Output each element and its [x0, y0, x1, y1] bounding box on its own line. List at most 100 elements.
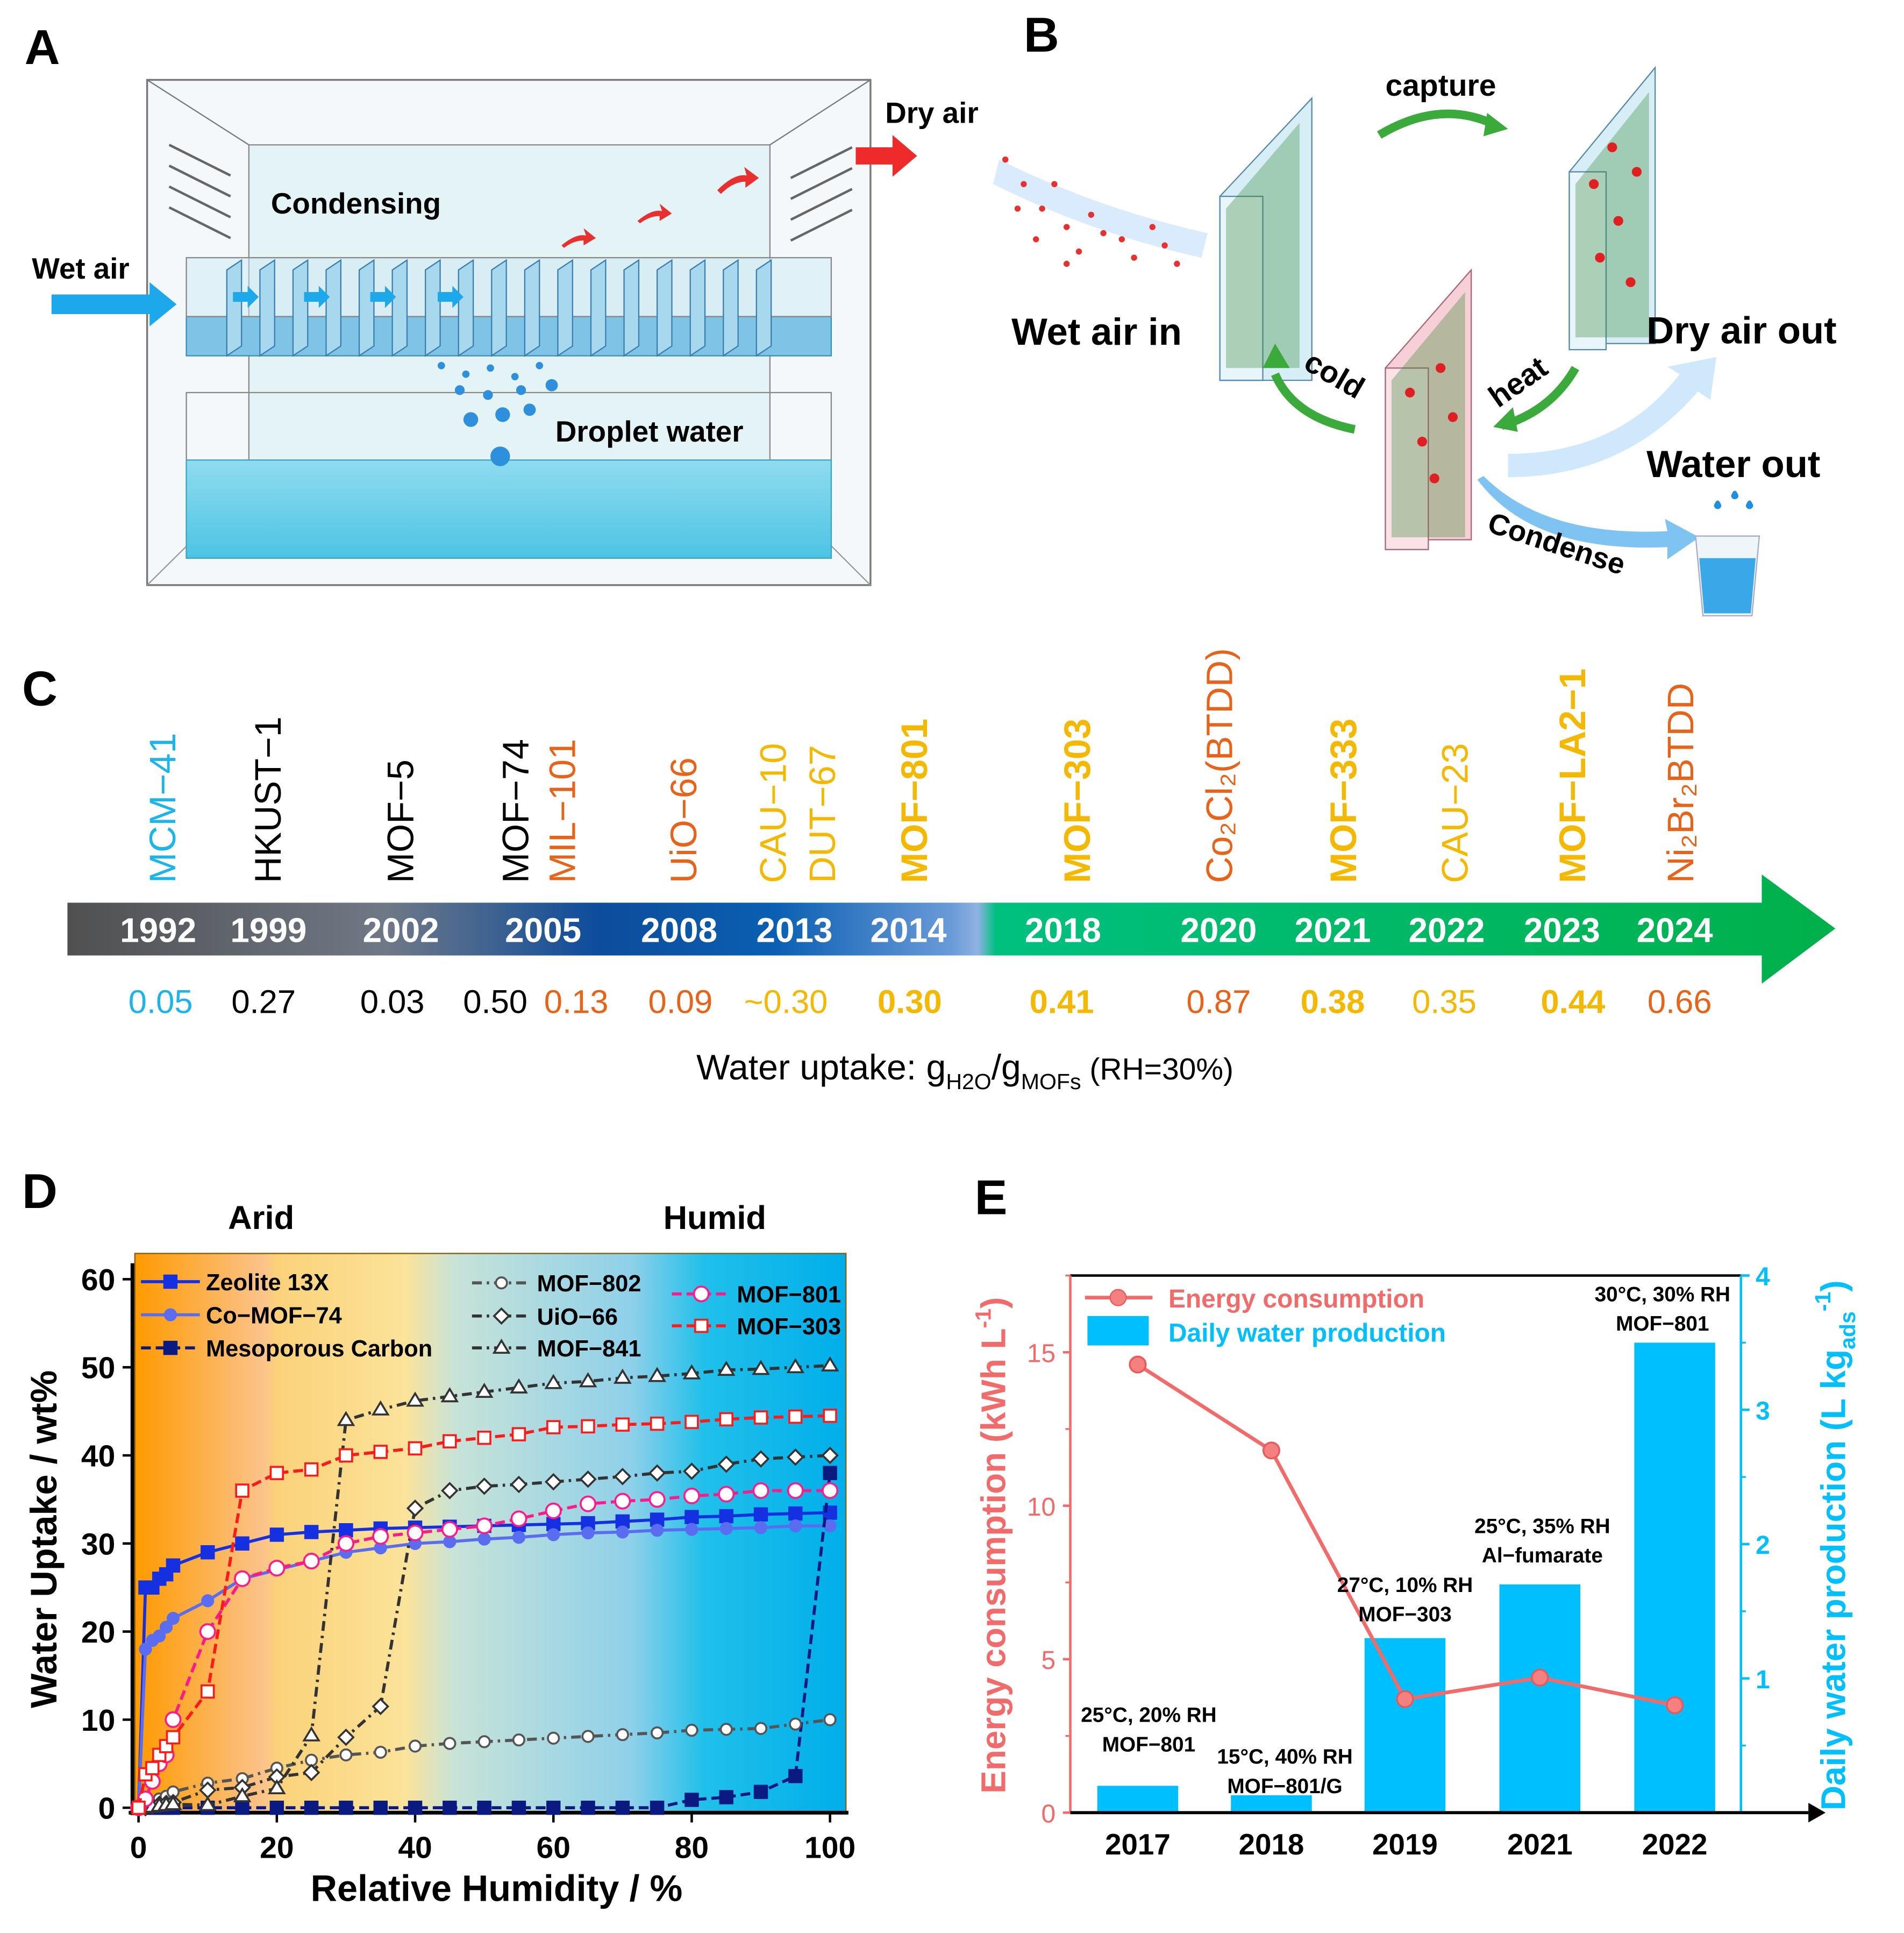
- timeline: 1992 MCM−41 0.05 1999 HKUST−1 0.27 2002 MOF−5 0.…: [67, 648, 1836, 1094]
- water-uptake-value: 0.44: [1541, 984, 1605, 1021]
- x-tick-label: 2022: [1642, 1828, 1708, 1861]
- data-point: [304, 1462, 319, 1477]
- material-name: HKUST−1: [248, 716, 289, 883]
- data-point: [648, 1464, 666, 1482]
- data-point: [303, 1553, 320, 1570]
- data-point: [823, 1466, 837, 1480]
- material-name: Co₂Cl₂(BTDD): [1200, 648, 1240, 883]
- data-point: [269, 1466, 284, 1480]
- e-ylabel-left: Energy consumption (kWh L-1): [971, 1297, 1012, 1794]
- data-point: [788, 1506, 803, 1521]
- data-point: [163, 1308, 177, 1321]
- energy-point: [1262, 1441, 1280, 1460]
- legend-swatch: [1087, 1316, 1149, 1346]
- data-point: [544, 1374, 563, 1389]
- timeline-year: 2023: [1524, 911, 1600, 949]
- material-name: MCM−41: [142, 733, 183, 883]
- data-point: [512, 1733, 526, 1747]
- material-name: DUT−67: [802, 745, 843, 883]
- data-point: [163, 1274, 178, 1289]
- water-uptake-value: 0.09: [648, 984, 713, 1021]
- data-point: [302, 1764, 320, 1781]
- y-right-tick-label: 3: [1756, 1397, 1770, 1425]
- data-point: [440, 1387, 459, 1403]
- material-name: Ni₂Br₂BTDD: [1660, 683, 1701, 883]
- data-point: [615, 1800, 630, 1815]
- water-uptake-value: ~0.30: [744, 984, 828, 1021]
- bar-annotation-material: MOF−303: [1358, 1603, 1451, 1626]
- condensing-label: Condensing: [271, 187, 441, 220]
- x-tick-label: 80: [675, 1831, 709, 1865]
- data-point: [408, 1800, 423, 1815]
- data-point: [717, 1360, 736, 1376]
- data-point: [339, 1448, 353, 1463]
- data-point: [443, 1535, 457, 1548]
- data-point: [717, 1455, 735, 1473]
- data-point: [789, 1717, 802, 1731]
- timeline-year: 1992: [120, 911, 196, 949]
- panel-label-b: B: [1024, 8, 1059, 62]
- y-left-tick-label: 10: [1027, 1493, 1056, 1522]
- data-point: [339, 1523, 353, 1538]
- data-point: [546, 1420, 561, 1434]
- data-point: [616, 1525, 629, 1539]
- caption-prefix: Water uptake: g: [696, 1048, 946, 1088]
- data-point: [304, 1800, 319, 1815]
- legend-item: UiO−66: [472, 1304, 618, 1330]
- energy-point: [1396, 1690, 1414, 1708]
- data-point: [823, 1409, 837, 1423]
- e-ylabel-right: Daily water production (L kgads-1): [1810, 1280, 1860, 1810]
- data-point: [821, 1446, 839, 1465]
- timeline-year: 2018: [1025, 911, 1101, 949]
- d-ylabel: Water Uptake / wt%: [24, 1370, 65, 1708]
- data-point: [339, 1800, 353, 1815]
- legend-item: MOF−802: [472, 1271, 641, 1297]
- data-point: [476, 1517, 493, 1534]
- data-point: [201, 1594, 215, 1608]
- y-left-tick-label: 0: [1042, 1800, 1056, 1829]
- legend-label: MOF−801: [737, 1282, 841, 1308]
- legend-label: MOF−802: [537, 1271, 641, 1297]
- data-point: [233, 1787, 252, 1802]
- data-point: [682, 1364, 701, 1380]
- x-tick-label: 100: [804, 1831, 855, 1865]
- data-point: [718, 1486, 735, 1503]
- legend-item: Mesoporous Carbon: [141, 1336, 432, 1362]
- data-point: [648, 1491, 666, 1508]
- data-point: [166, 1730, 181, 1745]
- data-point: [581, 1419, 595, 1434]
- data-point: [684, 1415, 699, 1429]
- data-point: [719, 1509, 733, 1524]
- data-point: [719, 1412, 733, 1427]
- data-point: [685, 1523, 698, 1536]
- bar-annotation-material: MOF−801: [1102, 1733, 1195, 1756]
- water-uptake-value: 0.35: [1412, 984, 1477, 1021]
- wet-air-arrow-icon: [51, 282, 177, 326]
- data-point: [164, 1795, 182, 1810]
- data-point: [544, 1473, 562, 1491]
- data-point: [684, 1510, 699, 1524]
- data-point: [651, 1726, 664, 1740]
- data-point: [371, 1400, 390, 1416]
- data-point: [267, 1779, 286, 1795]
- data-point: [304, 1525, 319, 1539]
- data-point: [512, 1531, 526, 1544]
- data-point: [406, 1500, 424, 1517]
- data-point: [546, 1800, 561, 1815]
- water-uptake-value: 0.27: [231, 984, 296, 1021]
- data-point: [492, 1338, 511, 1354]
- legend-item: Zeolite 13X: [141, 1270, 329, 1296]
- data-point: [153, 1629, 166, 1643]
- data-point: [201, 1545, 215, 1560]
- material-name: MOF−74: [496, 739, 537, 883]
- legend-label: Zeolite 13X: [206, 1270, 329, 1296]
- data-point: [269, 1800, 284, 1815]
- x-tick-label: 2021: [1507, 1828, 1573, 1861]
- caption-suffix: (RH=30%): [1081, 1052, 1234, 1086]
- timeline-year: 2014: [871, 911, 947, 949]
- airflow-arrows-icon: [561, 167, 759, 248]
- data-point: [684, 1793, 699, 1807]
- bar-annotation-material: Al−fumarate: [1482, 1544, 1603, 1567]
- data-point: [693, 1285, 710, 1303]
- panel-label-e: E: [975, 1170, 1008, 1225]
